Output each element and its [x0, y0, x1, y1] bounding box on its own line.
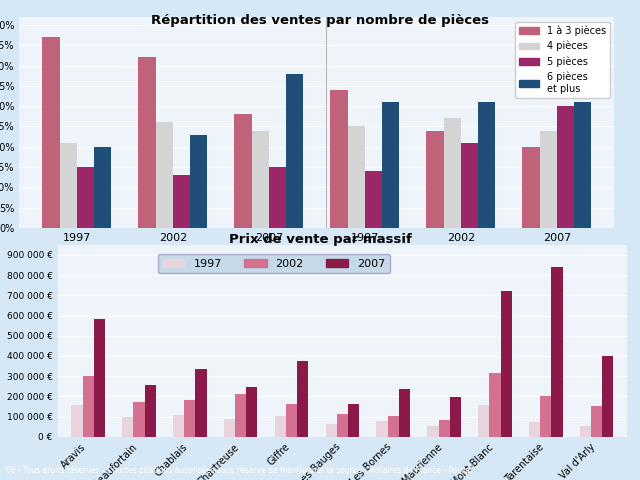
Bar	[450, 397, 461, 437]
Bar	[500, 291, 512, 437]
Bar	[286, 73, 303, 228]
Bar	[540, 396, 552, 437]
Text: 08 - Tous droits réservés - Courtes citations autorisées sous réserve de mention: 08 - Tous droits réservés - Courtes cita…	[6, 466, 472, 475]
Bar	[145, 385, 156, 437]
Bar	[348, 126, 365, 228]
Bar	[93, 319, 105, 437]
Bar	[529, 421, 540, 437]
Bar	[297, 361, 308, 437]
Text: Répartition des ventes par nombre de pièces: Répartition des ventes par nombre de piè…	[151, 14, 489, 27]
Bar	[269, 167, 286, 228]
Bar	[122, 417, 133, 437]
Bar	[77, 167, 94, 228]
Bar	[173, 175, 190, 228]
Bar	[195, 369, 207, 437]
Bar	[286, 405, 297, 437]
Bar	[42, 37, 60, 228]
Bar	[591, 407, 602, 437]
Bar	[478, 102, 495, 228]
Bar	[60, 143, 77, 228]
Bar	[478, 406, 490, 437]
Bar	[365, 171, 382, 228]
Bar	[540, 131, 557, 228]
Bar	[234, 114, 252, 228]
Bar	[490, 373, 500, 437]
Bar	[382, 102, 399, 228]
Bar	[399, 389, 410, 437]
Bar	[83, 376, 93, 437]
Bar	[461, 143, 478, 228]
Legend: 1997, 2002, 2007: 1997, 2002, 2007	[158, 254, 390, 273]
Bar	[428, 426, 438, 437]
Bar	[602, 356, 614, 437]
Bar	[552, 267, 563, 437]
Text: Prix de vente par massif: Prix de vente par massif	[228, 233, 412, 246]
Bar	[522, 147, 540, 228]
Bar	[574, 102, 591, 228]
Bar	[94, 147, 111, 228]
Bar	[184, 400, 195, 437]
Bar	[557, 106, 574, 228]
Bar	[348, 405, 359, 437]
Bar	[580, 426, 591, 437]
Bar	[246, 387, 257, 437]
Bar	[330, 90, 348, 228]
Bar	[71, 406, 83, 437]
Bar	[173, 415, 184, 437]
Bar	[190, 134, 207, 228]
Bar	[133, 402, 145, 437]
Bar	[438, 420, 450, 437]
Bar	[388, 416, 399, 437]
Bar	[138, 58, 156, 228]
Bar	[275, 416, 286, 437]
Bar	[376, 420, 388, 437]
Bar	[224, 419, 235, 437]
Bar	[444, 119, 461, 228]
Bar	[235, 395, 246, 437]
Bar	[252, 131, 269, 228]
Bar	[337, 414, 348, 437]
Bar	[426, 131, 444, 228]
Bar	[326, 424, 337, 437]
Legend: 1 à 3 pièces, 4 pièces, 5 pièces, 6 pièces
et plus: 1 à 3 pièces, 4 pièces, 5 pièces, 6 pièc…	[515, 22, 609, 97]
Bar	[156, 122, 173, 228]
